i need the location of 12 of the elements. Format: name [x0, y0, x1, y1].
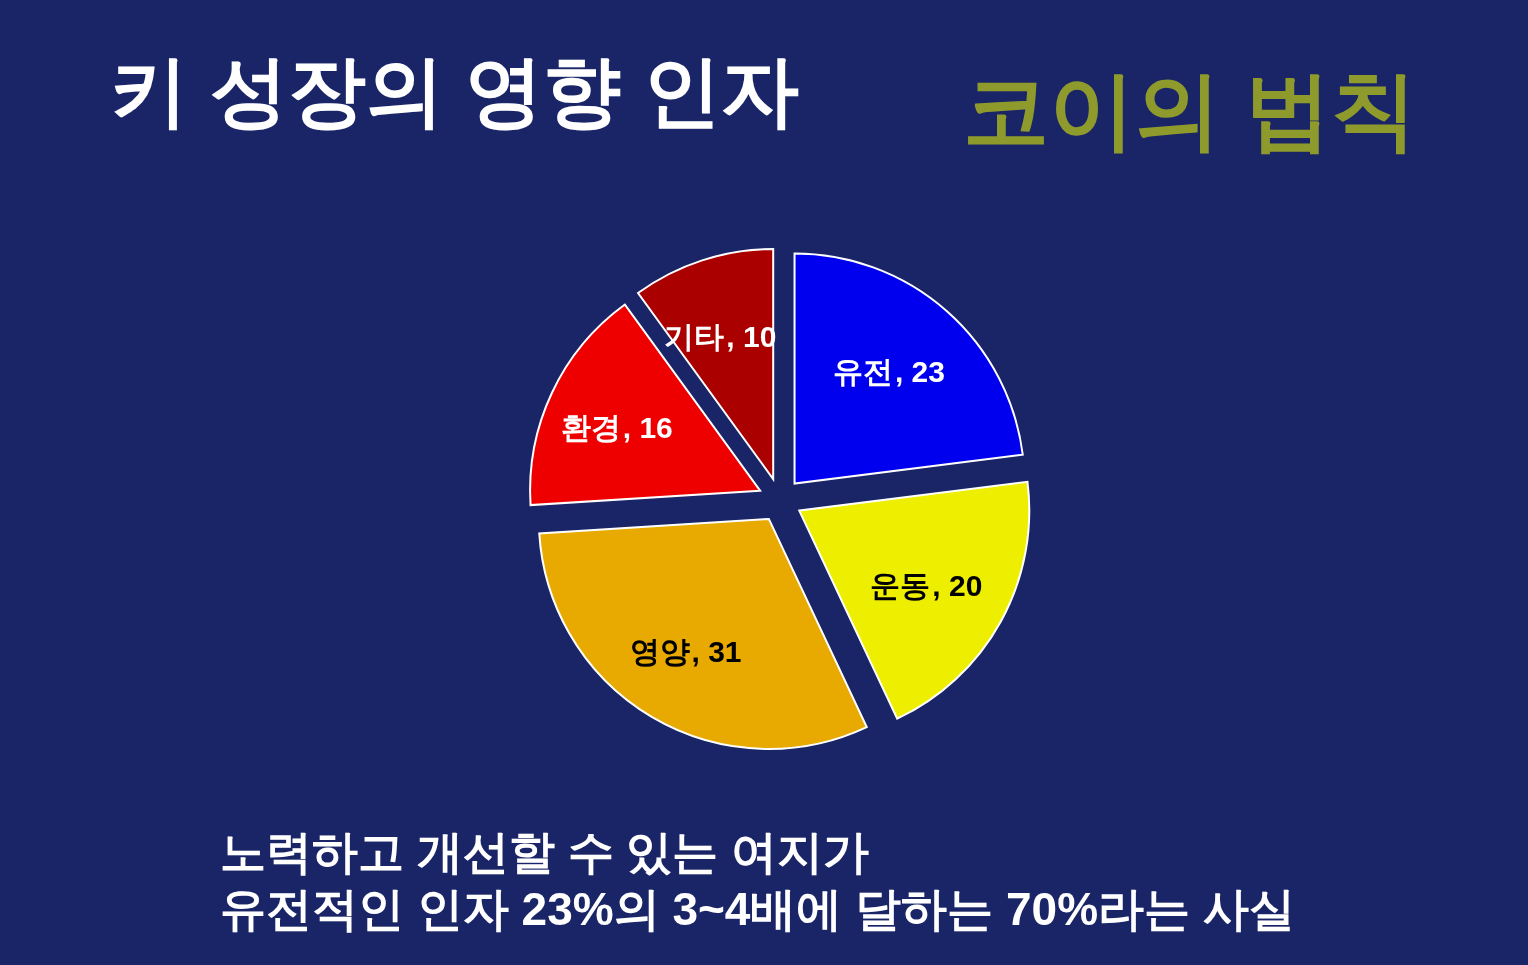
data-label: , 31 [691, 634, 742, 668]
data-label: , 23 [894, 354, 945, 388]
chart-title: 키 성장의 영향 인자 [110, 47, 800, 135]
data-label: , 16 [622, 411, 673, 444]
slice-label: 환경 [560, 411, 621, 444]
slice-label: 운동 [870, 568, 931, 602]
text: 유전적인 인자 23%의 3~4배에 달하는 70%라는 사실 [220, 883, 1295, 935]
text: 코이의 법칙 [963, 62, 1417, 158]
text: 노력하고 개선할 수 있는 여지가 [220, 826, 870, 878]
slice-label: 영양 [629, 634, 690, 668]
slice-label: 유전 [832, 354, 893, 388]
data-label: , 20 [932, 568, 983, 602]
